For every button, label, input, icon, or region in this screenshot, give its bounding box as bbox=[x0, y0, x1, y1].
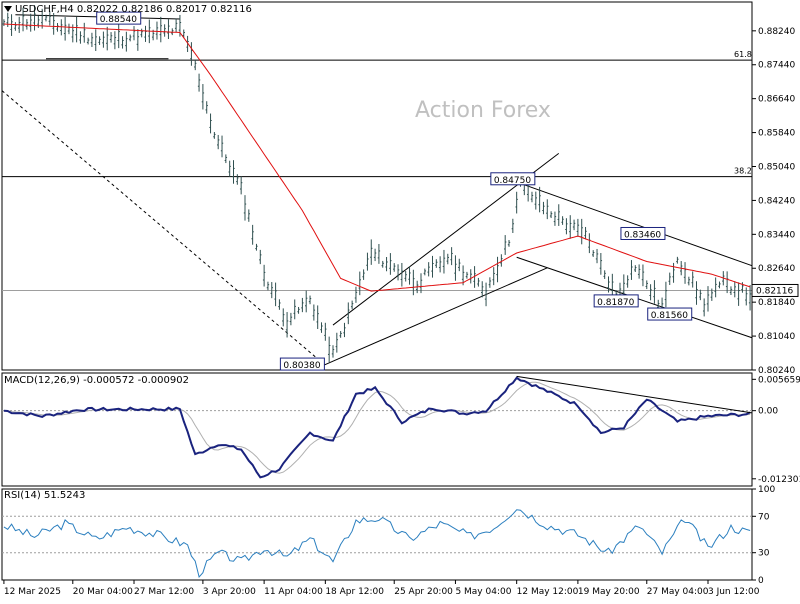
x-tick-label: 25 Apr 20:00 bbox=[394, 587, 453, 597]
macd-ytick-label: 0.005659 bbox=[758, 375, 800, 385]
macd-ytick-label: -0.012301 bbox=[758, 475, 800, 485]
macd-signal-line bbox=[3, 381, 751, 474]
price-label-text: 0.80380 bbox=[283, 361, 320, 371]
triangle-down-icon[interactable] bbox=[4, 6, 12, 12]
x-tick-label: 3 Apr 20:00 bbox=[203, 587, 256, 597]
symbol-header: USDCHF,H4 0.82022 0.82186 0.82017 0.8211… bbox=[4, 4, 252, 15]
price-ytick-label: 0.85840 bbox=[758, 129, 795, 139]
price-label-text: 0.81560 bbox=[651, 311, 688, 321]
price-ytick-label: 0.81840 bbox=[758, 298, 795, 308]
channel-lower-line bbox=[321, 267, 548, 367]
rsi-line bbox=[3, 509, 751, 579]
rsi-panel-frame bbox=[1, 488, 753, 581]
x-tick-label: 3 Jun 12:00 bbox=[708, 587, 760, 597]
current-price-box bbox=[751, 283, 799, 297]
macd-header: MACD(12,26,9) -0.000572 -0.000902 bbox=[4, 375, 189, 386]
macd-ytick-label: 0.00 bbox=[758, 407, 778, 417]
price-ytick-label: 0.86640 bbox=[758, 95, 795, 105]
price-bars-group bbox=[2, 5, 752, 363]
price-ytick-label: 0.80240 bbox=[758, 366, 795, 376]
price-label-box bbox=[647, 307, 693, 321]
dashed-trendline bbox=[1, 90, 326, 366]
price-label-box bbox=[279, 357, 325, 371]
price-label-text: 0.88540 bbox=[100, 15, 137, 25]
price-ytick-label: 0.84240 bbox=[758, 196, 795, 206]
x-tick-label: 11 Apr 04:00 bbox=[264, 587, 323, 597]
rsi-ytick-label: 30 bbox=[758, 549, 770, 559]
price-label-box bbox=[490, 172, 536, 186]
fib-level-label: 61.8 bbox=[734, 50, 752, 59]
price-ytick-label: 0.87440 bbox=[758, 61, 795, 71]
x-tick-label: 12 May 12:00 bbox=[517, 587, 579, 597]
price-label-box bbox=[593, 294, 639, 308]
price-label-box bbox=[620, 226, 666, 240]
macd-divergence-line bbox=[516, 375, 753, 414]
x-tick-label: 18 Apr 12:00 bbox=[325, 587, 384, 597]
watermark-text: Action Forex bbox=[415, 98, 551, 123]
fib-level-label: 38.2 bbox=[734, 167, 752, 176]
sma-line bbox=[3, 23, 751, 292]
price-ytick-label: 0.88240 bbox=[758, 27, 795, 37]
price-label-box bbox=[96, 11, 142, 25]
price-ytick-label: 0.89040 bbox=[758, 0, 795, 3]
x-tick-label: 5 May 04:00 bbox=[455, 587, 511, 597]
macd-line bbox=[3, 376, 751, 479]
symbol-line: USDCHF,H4 0.82022 0.82186 0.82017 0.8211… bbox=[15, 4, 252, 15]
price-ytick-label: 0.85040 bbox=[758, 162, 795, 172]
price-panel-frame bbox=[1, 1, 753, 371]
price-label-text: 0.84750 bbox=[494, 176, 531, 186]
price-label-text: 0.83460 bbox=[624, 230, 661, 240]
rsi-ytick-label: 100 bbox=[758, 485, 775, 495]
x-tick-label: 12 Mar 2025 bbox=[4, 587, 61, 597]
x-tick-label: 27 Mar 12:00 bbox=[134, 587, 194, 597]
macd-panel-frame bbox=[1, 372, 753, 487]
current-price-label: 0.82116 bbox=[756, 286, 793, 296]
price-ytick-label: 0.82640 bbox=[758, 264, 795, 274]
falling-channel-upper bbox=[501, 176, 753, 267]
x-tick-label: 20 Mar 04:00 bbox=[73, 587, 133, 597]
price-label-text: 0.81870 bbox=[597, 298, 634, 308]
rsi-header: RSI(14) 51.5243 bbox=[4, 490, 86, 501]
rsi-ytick-label: 70 bbox=[758, 512, 770, 522]
x-tick-label: 27 May 04:00 bbox=[647, 587, 709, 597]
price-ytick-label: 0.81040 bbox=[758, 332, 795, 342]
rsi-ytick-label: 0 bbox=[758, 576, 764, 586]
x-tick-label: 19 May 20:00 bbox=[578, 587, 640, 597]
price-ytick-label: 0.83440 bbox=[758, 230, 795, 240]
